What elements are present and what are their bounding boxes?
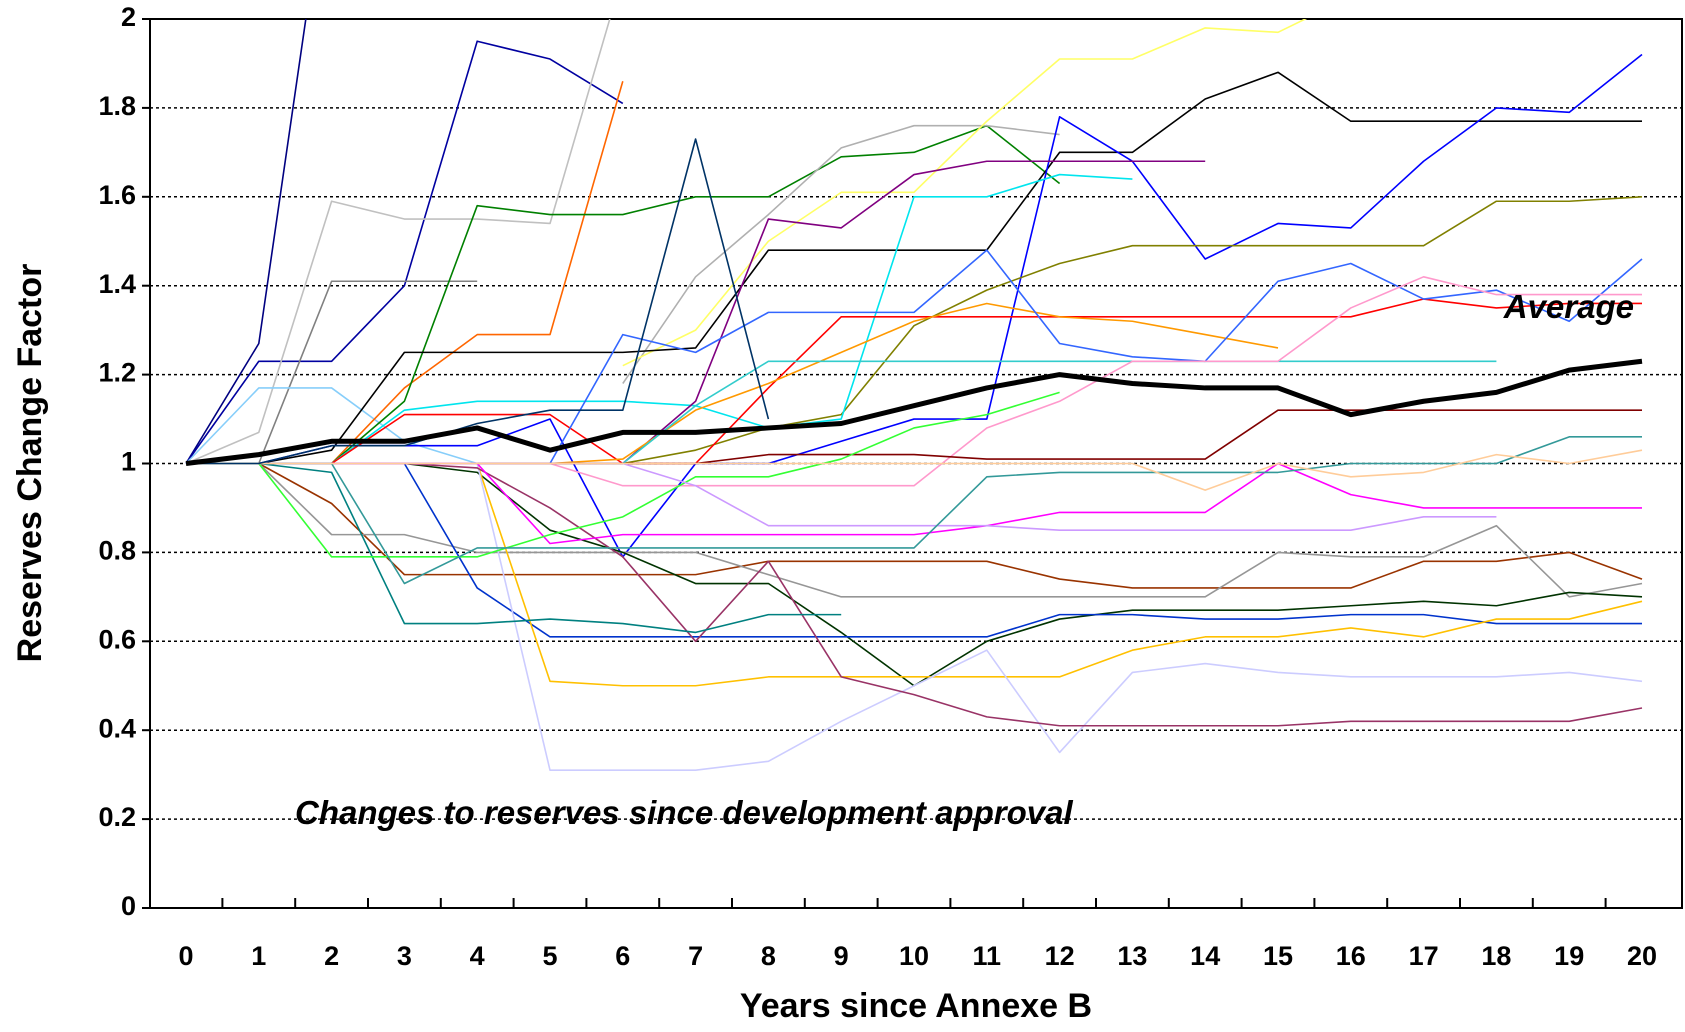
y-tick-label: 1.6 [98,180,136,210]
x-tick-label: 15 [1263,941,1293,971]
annotation: Changes to reserves since development ap… [295,794,1073,831]
y-tick-label: 1 [121,447,136,477]
y-tick-label: 0.4 [98,713,136,743]
series-line [186,298,1642,465]
series-line [186,391,1060,558]
x-tick-label: 16 [1336,941,1366,971]
series-label: Average [1503,288,1634,325]
series-line [186,160,1206,465]
y-tick-label: 0 [121,891,136,921]
x-tick-label: 11 [973,941,1002,971]
y-tick-label: 0.8 [98,536,136,566]
series-line [186,462,1643,598]
x-tick-label: 2 [324,941,339,971]
series-line [622,19,1308,367]
y-tick-label: 0.6 [98,624,136,654]
y-tick-label: 1.4 [98,269,136,299]
series-line [186,462,1642,545]
series-line [186,436,1642,585]
x-tick-label: 4 [470,941,485,971]
x-tick-label: 5 [542,941,557,971]
x-tick-label: 19 [1554,941,1584,971]
x-axis-title: Years since Annexe B [740,987,1092,1025]
series-line [331,124,1061,465]
series-line [185,19,307,464]
series-line [186,138,770,465]
average-line [185,358,1643,466]
series-line [331,81,624,465]
series-line [186,53,1643,558]
plot-lines [185,19,1643,772]
x-tick-label: 14 [1190,941,1220,971]
series-line [186,462,1643,772]
x-tick-label: 18 [1481,941,1511,971]
series-line [622,124,1060,384]
series-line [186,449,1643,491]
series-line [186,462,1642,638]
y-tick-label: 1.2 [98,358,136,388]
y-tick-label: 0.2 [98,802,136,832]
series-line [186,249,1643,465]
y-axis-title: Reserves Change Factor [11,264,49,663]
x-tick-label: 3 [397,941,412,971]
x-tick-label: 13 [1117,941,1147,971]
x-tick-label: 6 [615,941,630,971]
series-line [186,462,842,634]
x-tick-label: 9 [834,941,849,971]
series-line [186,360,1497,465]
series-line [186,196,1643,465]
x-tick-label: 7 [688,941,703,971]
x-tick-label: 0 [178,941,193,971]
x-tick-label: 10 [899,941,929,971]
series-line [185,19,611,465]
series-line [186,71,1642,465]
x-tick-label: 1 [251,941,266,971]
series-line [185,387,478,465]
x-tick-label: 8 [761,941,776,971]
series-line [186,409,1642,465]
y-tick-label: 1.8 [98,91,136,121]
x-tick-label: 17 [1409,941,1439,971]
series-line [186,462,1643,589]
series-line [185,40,624,464]
y-tick-label: 2 [121,2,136,32]
series-line [186,173,1133,465]
x-tick-label: 20 [1627,941,1657,971]
x-tick-label: 12 [1045,941,1075,971]
series-line [186,462,1643,727]
